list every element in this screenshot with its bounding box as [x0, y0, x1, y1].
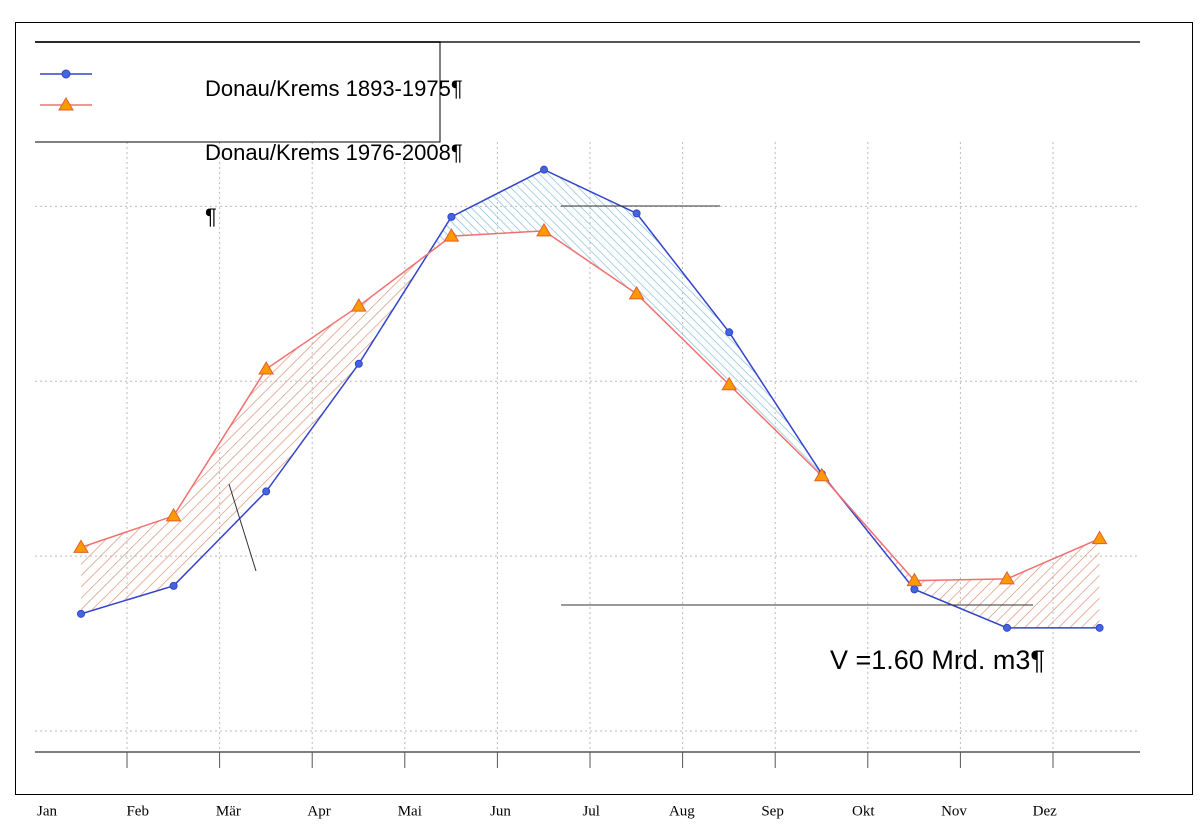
x-tick-label: Okt: [852, 803, 875, 819]
legend-label: Donau/Krems 1893-1975¶: [205, 76, 463, 101]
point: [354, 359, 363, 368]
series-line: [80, 168, 1100, 629]
point: [1003, 623, 1011, 632]
x-tick-label: Jun: [490, 803, 511, 819]
x-tick-label: Dez: [1033, 803, 1057, 819]
x-tick-label: Sep: [761, 803, 784, 819]
point: [443, 228, 460, 242]
series-line: [80, 230, 1100, 582]
point: [169, 581, 178, 590]
x-tick-label: Nov: [941, 803, 967, 819]
x-tick-label: Aug: [669, 803, 695, 819]
callout-line: [228, 483, 257, 572]
point: [536, 222, 552, 237]
x-tick-label: Mär: [216, 803, 241, 819]
x-tick-label: Jan: [37, 803, 57, 819]
x-tick-label: Apr: [307, 803, 330, 819]
legend-marker: [61, 69, 71, 79]
point: [447, 212, 456, 221]
frame: [15, 22, 1193, 795]
point: [1095, 623, 1104, 632]
legend-box: [35, 41, 441, 143]
point: [632, 209, 641, 218]
point: [721, 376, 738, 391]
legend-marker: [58, 97, 74, 111]
point: [258, 361, 275, 375]
x-tick-label: Mai: [398, 803, 422, 819]
point: [725, 328, 734, 337]
point: [262, 487, 271, 496]
x-tick-label: Feb: [126, 803, 149, 819]
point: [350, 298, 367, 312]
point: [73, 539, 89, 553]
point: [628, 285, 645, 300]
point: [1091, 530, 1108, 545]
legend-label: Donau/Krems 1976-2008¶: [205, 140, 463, 165]
point: [910, 585, 919, 594]
point: [999, 570, 1015, 585]
legend-extra: ¶: [205, 204, 217, 229]
point: [77, 609, 85, 618]
point: [540, 165, 548, 174]
x-tick-label: Jul: [582, 803, 600, 819]
point: [165, 507, 182, 522]
annotation: V =1.60 Mrd. m3¶: [830, 645, 1045, 675]
point: [813, 467, 830, 482]
point: [906, 572, 923, 587]
